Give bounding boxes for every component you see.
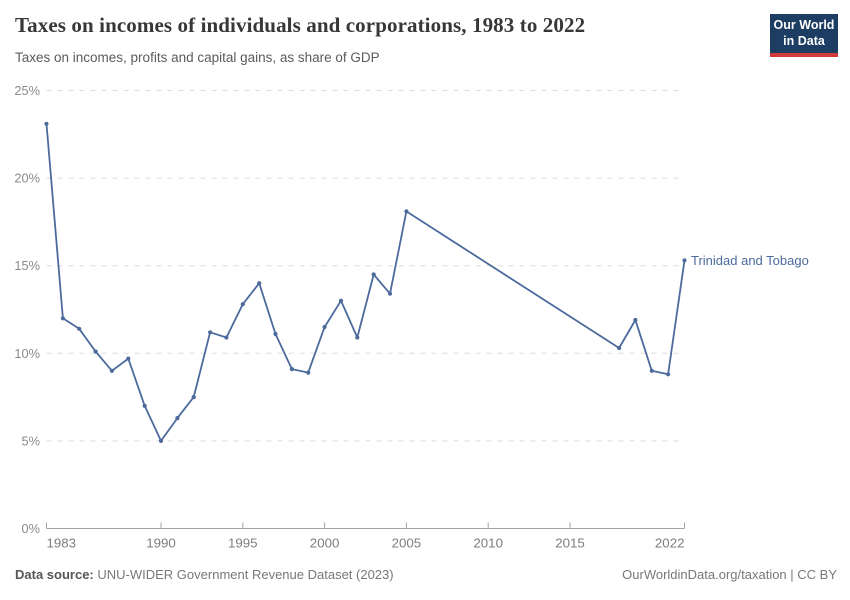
data-point-1984[interactable] (60, 316, 65, 321)
series-end-label[interactable]: Trinidad and Tobago (691, 253, 809, 268)
data-source-text: UNU-WIDER Government Revenue Dataset (20… (97, 567, 394, 582)
x-tick-label-1983: 1983 (47, 536, 77, 551)
y-tick-label-5: 5% (22, 433, 41, 448)
data-point-1992[interactable] (191, 395, 196, 400)
data-point-2002[interactable] (355, 335, 360, 340)
data-point-2004[interactable] (387, 291, 393, 296)
data-point-1996[interactable] (257, 281, 262, 286)
chart-title: Taxes on incomes of individuals and corp… (15, 13, 586, 37)
data-point-1985[interactable] (77, 326, 82, 331)
x-tick-label-2022: 2022 (655, 536, 685, 551)
logo-line-1: Our World (773, 18, 835, 32)
series-line-trinidad-and-tobago[interactable] (45, 122, 686, 442)
x-tick-label-2015: 2015 (555, 536, 585, 551)
data-point-1997[interactable] (273, 331, 278, 337)
y-tick-label-0: 0% (22, 521, 41, 536)
data-point-2021[interactable] (666, 372, 671, 377)
license-credit-link[interactable]: OurWorldinData.org/taxation | CC BY (622, 567, 837, 582)
data-point-2018[interactable] (617, 345, 622, 351)
data-point-1990[interactable] (158, 438, 164, 443)
data-point-1995[interactable] (240, 302, 245, 307)
data-point-1983[interactable] (44, 121, 49, 126)
data-point-2019[interactable] (633, 317, 638, 323)
data-point-2003[interactable] (371, 272, 376, 277)
chart-subtitle: Taxes on incomes, profits and capital ga… (15, 50, 380, 65)
data-point-1987[interactable] (109, 368, 114, 373)
data-point-1991[interactable] (175, 416, 180, 421)
x-tick-label-2005: 2005 (392, 536, 422, 551)
y-tick-label-10: 10% (14, 346, 40, 361)
x-tick-label-1990: 1990 (146, 536, 176, 551)
y-tick-label-20: 20% (14, 171, 40, 186)
y-tick-label-15: 15% (14, 258, 40, 273)
logo-line-2: in Data (783, 34, 825, 49)
data-point-1999[interactable] (306, 370, 311, 375)
data-source-label: Data source: (15, 567, 94, 582)
x-tick-label-2000: 2000 (310, 536, 340, 551)
data-point-2000[interactable] (322, 324, 327, 330)
data-point-2005[interactable] (404, 209, 409, 214)
data-point-1998[interactable] (289, 367, 294, 372)
data-point-1989[interactable] (142, 403, 147, 408)
chart-footer: Data source: UNU-WIDER Government Revenu… (15, 567, 837, 582)
x-tick-label-1995: 1995 (228, 536, 258, 551)
data-point-2001[interactable] (338, 298, 344, 303)
y-tick-label-25: 25% (14, 83, 40, 98)
data-point-2022[interactable] (682, 258, 687, 263)
data-source-note: Data source: UNU-WIDER Government Revenu… (15, 567, 394, 582)
owid-logo[interactable]: Our World in Data (770, 14, 838, 57)
data-point-1993[interactable] (208, 330, 213, 335)
data-point-1994[interactable] (224, 335, 229, 340)
data-point-2020[interactable] (649, 368, 654, 373)
data-point-1986[interactable] (93, 349, 98, 354)
data-point-1988[interactable] (126, 356, 131, 361)
x-tick-label-2010: 2010 (473, 536, 503, 551)
